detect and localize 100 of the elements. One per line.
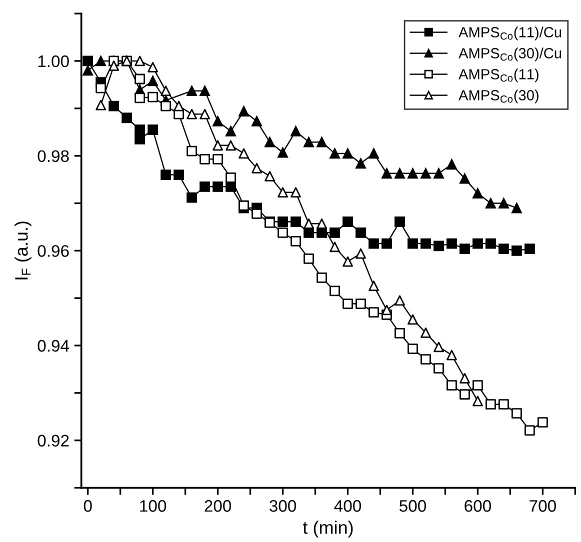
x-tick-label: 700 (530, 500, 556, 512)
point (408, 168, 418, 179)
point (472, 238, 483, 249)
point (252, 116, 262, 126)
point (212, 116, 224, 126)
point (446, 350, 457, 360)
point (524, 244, 535, 254)
point (512, 245, 522, 256)
legend-label: AMPS$_{Co}$(11) (458, 68, 538, 82)
point (420, 328, 431, 338)
point (252, 162, 262, 174)
point (238, 106, 249, 116)
point (212, 140, 223, 151)
point (330, 148, 340, 159)
point (82, 56, 94, 66)
y-tick-label: 1.00 (38, 55, 69, 68)
point (186, 192, 198, 203)
point (472, 396, 483, 406)
point (408, 238, 418, 249)
y-tick-label: 0.94 (38, 340, 70, 352)
x-tick-label: 0 (84, 500, 92, 512)
point (304, 136, 314, 148)
legend-label: AMPS$_{Co}$(30)/Cu (458, 48, 562, 62)
point (394, 168, 405, 179)
point (420, 238, 431, 249)
y-axis-title: I$_{F}$ (a.u.) (14, 222, 32, 280)
point (368, 238, 379, 249)
point (264, 136, 275, 148)
point (174, 170, 184, 180)
point (486, 198, 496, 208)
point (96, 100, 106, 110)
point (290, 187, 301, 198)
point (278, 187, 288, 198)
point (420, 168, 431, 179)
point (342, 216, 353, 227)
point (226, 140, 236, 151)
point (148, 76, 158, 86)
point (460, 173, 470, 184)
point (394, 216, 405, 227)
point (394, 295, 405, 306)
point (238, 148, 249, 159)
point (148, 124, 158, 135)
point (434, 342, 444, 352)
x-tick-label: 600 (464, 500, 491, 512)
point (330, 227, 340, 238)
point (498, 198, 509, 208)
point (96, 56, 106, 66)
point (460, 373, 470, 384)
point (460, 244, 470, 254)
point (226, 126, 236, 136)
point (356, 227, 366, 238)
point (342, 148, 353, 159)
point (160, 170, 172, 180)
legend-label: AMPS$_{Co}$(30) (458, 90, 538, 104)
point (330, 242, 340, 252)
point (368, 280, 379, 291)
point (108, 100, 120, 112)
point (368, 148, 379, 159)
point (122, 112, 132, 124)
point (134, 124, 146, 135)
point (316, 136, 327, 148)
x-tick-label: 400 (334, 500, 362, 512)
y-tick-label: 0.96 (38, 245, 69, 257)
legend-label: AMPS$_{Co}$(11)/Cu (458, 26, 562, 40)
point (200, 86, 210, 96)
point (226, 181, 236, 192)
x-tick-label: 100 (140, 500, 166, 512)
point (434, 168, 444, 179)
point (356, 158, 366, 169)
point (200, 108, 210, 120)
point (382, 168, 392, 179)
point (342, 256, 353, 267)
x-axis-title: t (min) (302, 520, 353, 538)
point (264, 171, 275, 182)
point (446, 159, 457, 170)
x-tick-label: 300 (270, 500, 296, 512)
point (290, 216, 301, 227)
point (174, 100, 184, 112)
point (82, 65, 94, 76)
point (434, 240, 444, 252)
point (108, 60, 120, 71)
point (160, 86, 172, 96)
point (134, 134, 146, 144)
point (148, 62, 158, 72)
y-tick-label: 0.92 (38, 434, 69, 447)
point (200, 181, 210, 192)
x-tick-label: 200 (204, 500, 232, 512)
point (186, 86, 198, 96)
point (446, 238, 457, 249)
point (486, 238, 496, 249)
point (382, 304, 392, 316)
point (134, 56, 146, 66)
point (472, 188, 483, 198)
x-tick-label: 500 (400, 500, 426, 512)
point (186, 108, 197, 120)
point (408, 314, 418, 325)
point (498, 244, 509, 254)
point (382, 238, 392, 249)
point (278, 147, 288, 158)
point (290, 126, 301, 136)
